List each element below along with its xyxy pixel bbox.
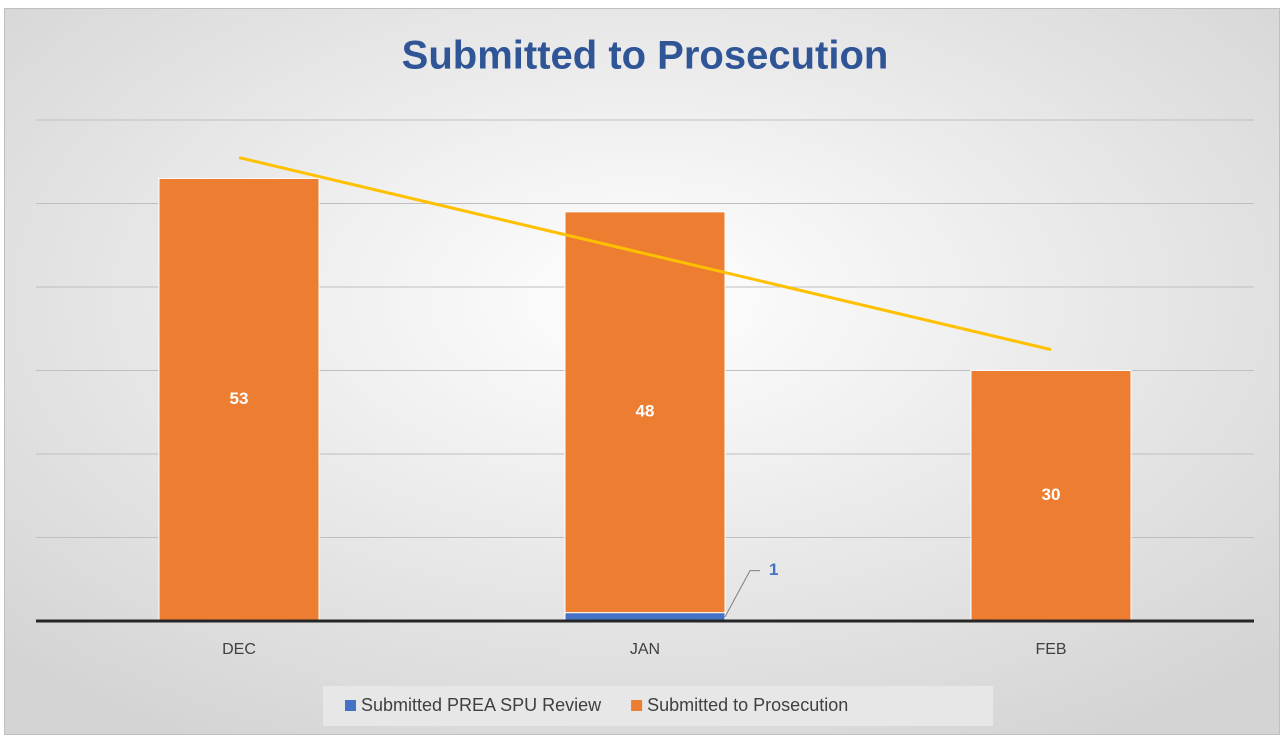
data-label: 30 (1042, 485, 1061, 504)
data-label: 48 (636, 402, 655, 421)
legend-label: Submitted to Prosecution (647, 695, 848, 715)
x-tick-label: FEB (1035, 641, 1066, 658)
legend-swatch (631, 700, 643, 711)
bar-segment (970, 370, 1132, 622)
legend-swatch (345, 700, 356, 711)
bar-segment (158, 177, 320, 622)
bar-segment (564, 211, 726, 614)
x-tick-label: DEC (222, 641, 256, 658)
trendline (238, 156, 1052, 352)
data-label: 1 (769, 560, 778, 579)
chart-title: Submitted to Prosecution (402, 34, 889, 78)
legend-label: Submitted PREA SPU Review (361, 695, 602, 715)
leader-line (724, 570, 760, 618)
data-label: 53 (230, 389, 249, 408)
legend-box (323, 686, 993, 726)
x-tick-label: JAN (630, 641, 660, 658)
